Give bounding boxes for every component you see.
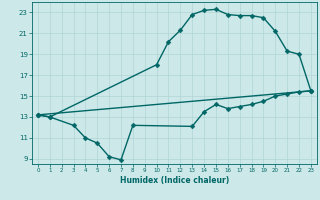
X-axis label: Humidex (Indice chaleur): Humidex (Indice chaleur) (120, 176, 229, 185)
